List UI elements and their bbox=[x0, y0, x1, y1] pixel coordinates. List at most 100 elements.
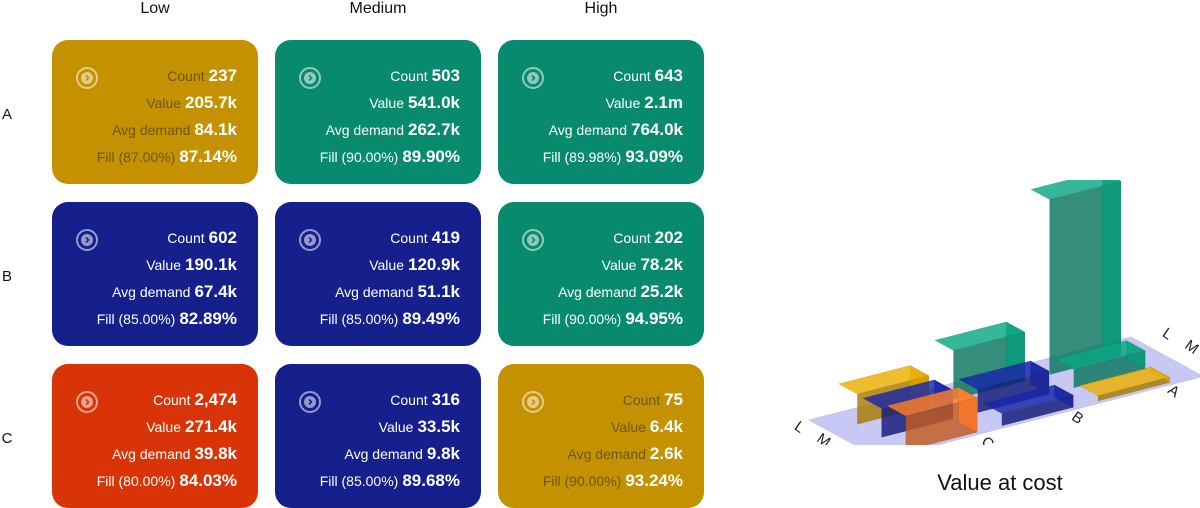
avg-demand-label: Avg demand bbox=[112, 446, 191, 462]
value-value: 6.4k bbox=[649, 417, 683, 436]
value-value: 541.0k bbox=[408, 93, 460, 112]
chart-title: Value at cost bbox=[937, 470, 1063, 495]
arrow-circle-icon[interactable] bbox=[299, 391, 321, 413]
fill-value: 89.90% bbox=[402, 147, 460, 166]
avg-demand-value: 67.4k bbox=[194, 282, 237, 301]
bar-a-h-side bbox=[1101, 180, 1122, 357]
fill-label: Fill (85.00%) bbox=[319, 311, 399, 327]
fill-value: 93.09% bbox=[625, 147, 683, 166]
bar-c-m-top bbox=[982, 384, 1075, 414]
row-label-b: B bbox=[1, 268, 12, 285]
column-header-high: High bbox=[584, 0, 618, 17]
value-value: 78.2k bbox=[640, 255, 683, 274]
fill-label: Fill (89.98%) bbox=[542, 149, 622, 165]
fill-label: Fill (85.00%) bbox=[319, 473, 399, 489]
count-label: Count bbox=[167, 68, 205, 84]
value-label: Value bbox=[369, 257, 404, 273]
avg-demand-label: Avg demand bbox=[112, 284, 191, 300]
fill-value: 94.95% bbox=[625, 309, 683, 328]
kpi-card-b-medium[interactable]: Count 419 Value 120.9k Avg demand 51.1k Fill (… bbox=[275, 202, 481, 346]
kpi-card-b-high[interactable]: Count 202 Value 78.2k Avg demand 25.2k Fill (9… bbox=[498, 202, 704, 346]
arrow-circle-icon[interactable] bbox=[76, 229, 98, 251]
axis-label-l-left: L bbox=[791, 418, 808, 437]
count-label: Count bbox=[613, 68, 651, 84]
row-label-c: C bbox=[1, 430, 13, 447]
arrow-circle-icon[interactable] bbox=[522, 67, 544, 89]
kpi-card-a-low[interactable]: Count 237 Value 205.7k Avg demand 84.1k Fill (… bbox=[52, 40, 258, 184]
kpi-card-c-medium[interactable]: Count 316 Value 33.5k Avg demand 9.8k Fill (85… bbox=[275, 364, 481, 508]
avg-demand-value: 9.8k bbox=[426, 444, 460, 463]
value-label: Value bbox=[146, 419, 181, 435]
count-value: 316 bbox=[431, 390, 460, 409]
kpi-card-b-low[interactable]: Count 602 Value 190.1k Avg demand 67.4k Fill (… bbox=[52, 202, 258, 346]
value-value: 271.4k bbox=[185, 417, 237, 436]
value-value: 205.7k bbox=[185, 93, 237, 112]
value-value: 33.5k bbox=[417, 417, 460, 436]
kpi-card-a-medium[interactable]: Count 503 Value 541.0k Avg demand 262.7k Fill … bbox=[275, 40, 481, 184]
count-label: Count bbox=[390, 230, 428, 246]
row-label-a: A bbox=[1, 106, 12, 123]
avg-demand-value: 25.2k bbox=[640, 282, 683, 301]
avg-demand-value: 764.0k bbox=[631, 120, 683, 139]
axis-label-h-left: H bbox=[838, 444, 857, 445]
arrow-circle-icon[interactable] bbox=[76, 67, 98, 89]
count-label: Count bbox=[390, 392, 428, 408]
fill-value: 89.68% bbox=[402, 471, 460, 490]
value-label: Value bbox=[378, 419, 414, 435]
avg-demand-label: Avg demand bbox=[112, 122, 191, 138]
count-value: 503 bbox=[431, 66, 460, 85]
fill-label: Fill (80.00%) bbox=[96, 473, 176, 489]
avg-demand-value: 2.6k bbox=[649, 444, 683, 463]
fill-value: 93.24% bbox=[625, 471, 683, 490]
avg-demand-value: 51.1k bbox=[417, 282, 460, 301]
fill-value: 84.03% bbox=[179, 471, 237, 490]
value-value: 190.1k bbox=[185, 255, 237, 274]
count-label: Count bbox=[167, 230, 205, 246]
arrow-circle-icon[interactable] bbox=[522, 391, 544, 413]
bar-b-h-top bbox=[1054, 340, 1146, 370]
avg-demand-label: Avg demand bbox=[325, 122, 404, 138]
value-at-cost-3d-chart: CBAHMLHML bbox=[791, 180, 1200, 445]
bar-c-h-top bbox=[1078, 366, 1171, 397]
count-label: Count bbox=[153, 392, 191, 408]
count-label: Count bbox=[613, 230, 651, 246]
count-label: Count bbox=[390, 68, 428, 84]
count-value: 237 bbox=[208, 66, 237, 85]
bar-c-l-top bbox=[886, 387, 978, 417]
fill-label: Fill (90.00%) bbox=[319, 149, 399, 165]
bar-a-m-top bbox=[933, 321, 1026, 351]
value-label: Value bbox=[611, 419, 646, 435]
arrow-circle-icon[interactable] bbox=[522, 229, 544, 251]
kpi-card-a-high[interactable]: Count 643 Value 2.1m Avg demand 764.0k Fill (8… bbox=[498, 40, 704, 184]
bar-a-h-top bbox=[1030, 180, 1122, 200]
avg-demand-label: Avg demand bbox=[567, 446, 646, 462]
column-header-medium: Medium bbox=[349, 0, 407, 17]
value-label: Value bbox=[605, 95, 641, 111]
axis-label-l-right: L bbox=[1159, 325, 1176, 344]
fill-label: Fill (90.00%) bbox=[542, 311, 622, 327]
count-value: 202 bbox=[654, 228, 683, 247]
fill-label: Fill (90.00%) bbox=[542, 473, 622, 489]
value-value: 2.1m bbox=[644, 93, 683, 112]
value-label: Value bbox=[146, 95, 181, 111]
fill-value: 87.14% bbox=[179, 147, 237, 166]
avg-demand-label: Avg demand bbox=[548, 122, 627, 138]
fill-label: Fill (87.00%) bbox=[96, 149, 176, 165]
count-value: 2,474 bbox=[194, 390, 237, 409]
bar-b-m-top bbox=[958, 360, 1050, 390]
arrow-circle-icon[interactable] bbox=[299, 229, 321, 251]
avg-demand-label: Avg demand bbox=[335, 284, 414, 300]
count-label: Count bbox=[622, 392, 661, 408]
count-value: 602 bbox=[208, 228, 237, 247]
avg-demand-value: 84.1k bbox=[194, 120, 237, 139]
kpi-card-c-low[interactable]: Count 2,474 Value 271.4k Avg demand 39.8k Fill… bbox=[52, 364, 258, 508]
arrow-circle-icon[interactable] bbox=[76, 391, 98, 413]
arrow-circle-icon[interactable] bbox=[299, 67, 321, 89]
avg-demand-value: 262.7k bbox=[408, 120, 460, 139]
kpi-card-c-high[interactable]: Count 75 Value 6.4k Avg demand 2.6k Fill (90.0… bbox=[498, 364, 704, 508]
avg-demand-value: 39.8k bbox=[194, 444, 237, 463]
axis-label-m-right: M bbox=[1182, 337, 1200, 358]
axis-label-b: B bbox=[1069, 408, 1087, 428]
bar-a-l-top bbox=[837, 365, 930, 395]
value-label: Value bbox=[146, 257, 181, 273]
